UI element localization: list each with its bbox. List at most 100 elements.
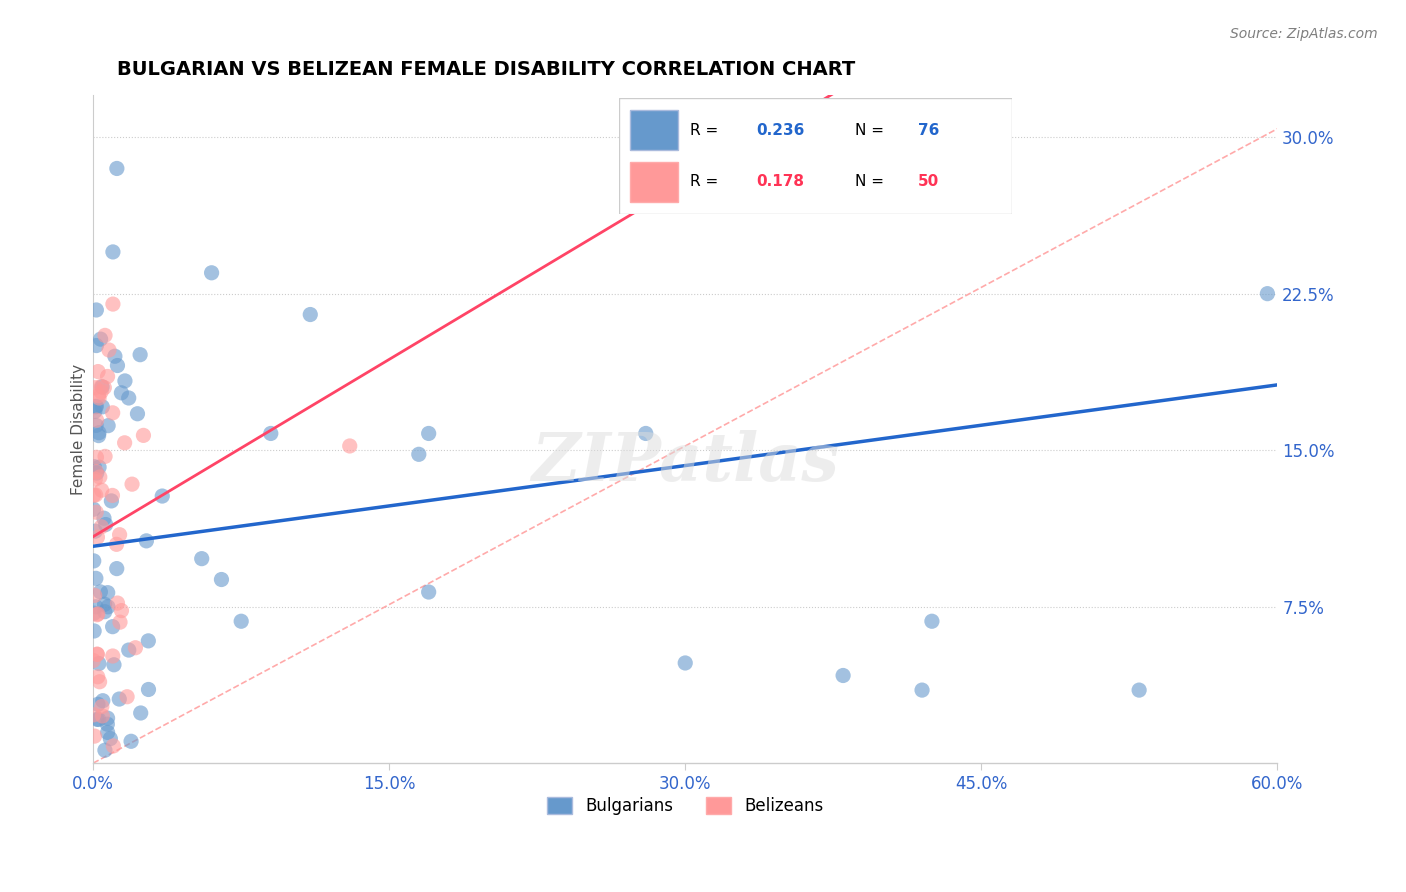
Point [84,571,107,585]
Point [138,682,160,697]
Point [86,466,108,480]
Point [94,605,117,619]
Point [91,694,114,708]
Point [90,384,112,399]
Point [96,717,118,731]
Point [86,450,108,465]
Point [110,604,132,618]
Point [86,647,108,661]
Point [921,614,943,628]
Point [87,698,110,712]
Point [83,459,105,474]
Point [90,483,112,498]
Point [84,524,107,538]
Point [97,418,120,433]
Point [91,709,114,723]
Point [105,537,128,551]
Point [107,596,129,610]
Point [84,400,107,414]
Point [120,734,142,748]
Point [83,606,105,620]
Point [83,588,105,602]
Point [86,670,108,684]
Point [132,428,155,442]
Y-axis label: Female Disability: Female Disability [72,364,86,495]
Point [101,620,124,634]
Point [84,488,107,502]
Point [84,505,107,519]
Point [83,404,105,418]
Point [673,656,696,670]
Point [98,343,121,357]
Point [87,713,110,727]
Point [118,391,141,405]
Point [90,699,112,714]
Point [94,743,117,757]
Point [97,369,120,384]
Point [86,399,108,413]
Point [89,585,111,599]
Point [94,328,117,343]
Point [87,657,110,671]
Point [86,338,108,352]
Point [418,585,440,599]
Point [91,400,114,414]
Point [84,465,107,479]
Point [84,599,107,614]
Point [83,729,105,743]
Point [107,359,129,373]
Text: R =: R = [689,123,723,138]
Point [82,654,104,668]
Point [260,426,283,441]
Point [231,614,253,628]
Point [101,488,124,502]
Point [94,517,117,532]
Point [1128,683,1150,698]
Point [911,683,934,698]
FancyBboxPatch shape [630,162,678,202]
Point [101,297,124,311]
Point [634,426,657,441]
Text: 76: 76 [918,123,939,138]
Point [339,439,361,453]
Point [832,668,855,682]
Point [129,348,152,362]
Point [129,706,152,720]
Point [87,460,110,475]
Point [87,425,110,440]
Point [1256,286,1278,301]
Point [200,266,222,280]
Point [94,450,117,464]
Point [87,389,110,403]
Point [86,413,108,427]
Point [108,615,131,630]
Point [97,725,120,739]
Point [299,308,322,322]
Point [100,494,122,508]
Point [86,712,108,726]
Point [118,643,141,657]
Point [108,527,131,541]
Point [83,624,105,638]
Point [103,657,125,672]
Point [93,597,115,611]
Legend: Bulgarians, Belizeans: Bulgarians, Belizeans [540,790,831,822]
Point [97,711,120,725]
Point [91,380,114,394]
Point [87,428,110,442]
Point [190,551,212,566]
Point [101,648,124,663]
Point [418,426,440,441]
Point [114,435,136,450]
Text: N =: N = [855,123,889,138]
Text: R =: R = [689,174,723,189]
Point [93,381,115,395]
Text: BULGARIAN VS BELIZEAN FEMALE DISABILITY CORRELATION CHART: BULGARIAN VS BELIZEAN FEMALE DISABILITY … [117,60,855,78]
Point [124,640,146,655]
Point [110,385,132,400]
Text: 0.178: 0.178 [756,174,804,189]
Point [90,379,112,393]
Text: ZIPatlas: ZIPatlas [531,430,839,495]
Point [98,731,121,746]
Point [135,533,157,548]
